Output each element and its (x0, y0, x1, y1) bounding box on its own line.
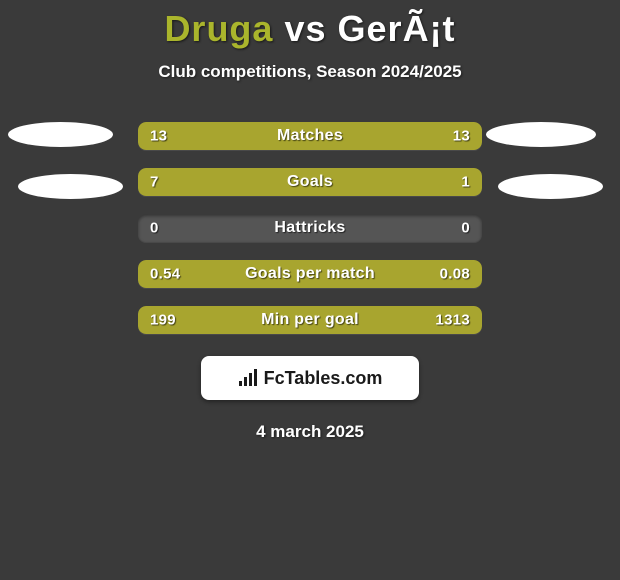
stat-bar-left (138, 168, 403, 196)
stat-bar-track: 7 1 Goals (138, 168, 482, 196)
stat-label: Min per goal (261, 311, 359, 329)
stat-value-right: 13 (453, 128, 470, 145)
stat-bar-track: 13 13 Matches (138, 122, 482, 150)
stat-row: 199 1313 Min per goal (0, 306, 620, 334)
player1-name: Druga (164, 8, 273, 49)
stat-row: 0 0 Hattricks (0, 214, 620, 242)
stat-value-left: 7 (150, 174, 159, 191)
stat-value-left: 199 (150, 312, 176, 329)
stat-value-left: 0.54 (150, 266, 180, 283)
stat-value-left: 13 (150, 128, 167, 145)
stat-label: Goals per match (245, 265, 375, 283)
date-text: 4 march 2025 (0, 422, 620, 442)
stat-value-left: 0 (150, 220, 159, 237)
site-logo: FcTables.com (201, 356, 419, 400)
stat-label: Goals (287, 173, 333, 191)
chart-bars-icon (238, 369, 260, 387)
subtitle: Club competitions, Season 2024/2025 (0, 62, 620, 82)
stat-bar-track: 0.54 0.08 Goals per match (138, 260, 482, 288)
stat-value-right: 1 (461, 174, 470, 191)
stat-row: 7 1 Goals (0, 168, 620, 196)
stat-bar-track: 0 0 Hattricks (138, 214, 482, 242)
comparison-title: Druga vs GerÃ¡t (0, 0, 620, 50)
stat-label: Matches (277, 127, 343, 145)
vs-separator: vs (284, 8, 326, 49)
stat-row: 13 13 Matches (0, 122, 620, 150)
stats-chart: 1313Matches71Goals00Hattricks0.540.08Goa… (0, 122, 620, 334)
stat-value-right: 0.08 (440, 266, 470, 283)
stat-bar-track: 199 1313 Min per goal (138, 306, 482, 334)
stat-label: Hattricks (274, 219, 345, 237)
stat-value-right: 1313 (435, 312, 470, 329)
site-logo-text: FcTables.com (238, 368, 383, 389)
stat-row: 0.54 0.08 Goals per match (0, 260, 620, 288)
site-label: FcTables.com (264, 368, 383, 389)
player2-name: GerÃ¡t (338, 8, 456, 49)
stat-value-right: 0 (461, 220, 470, 237)
